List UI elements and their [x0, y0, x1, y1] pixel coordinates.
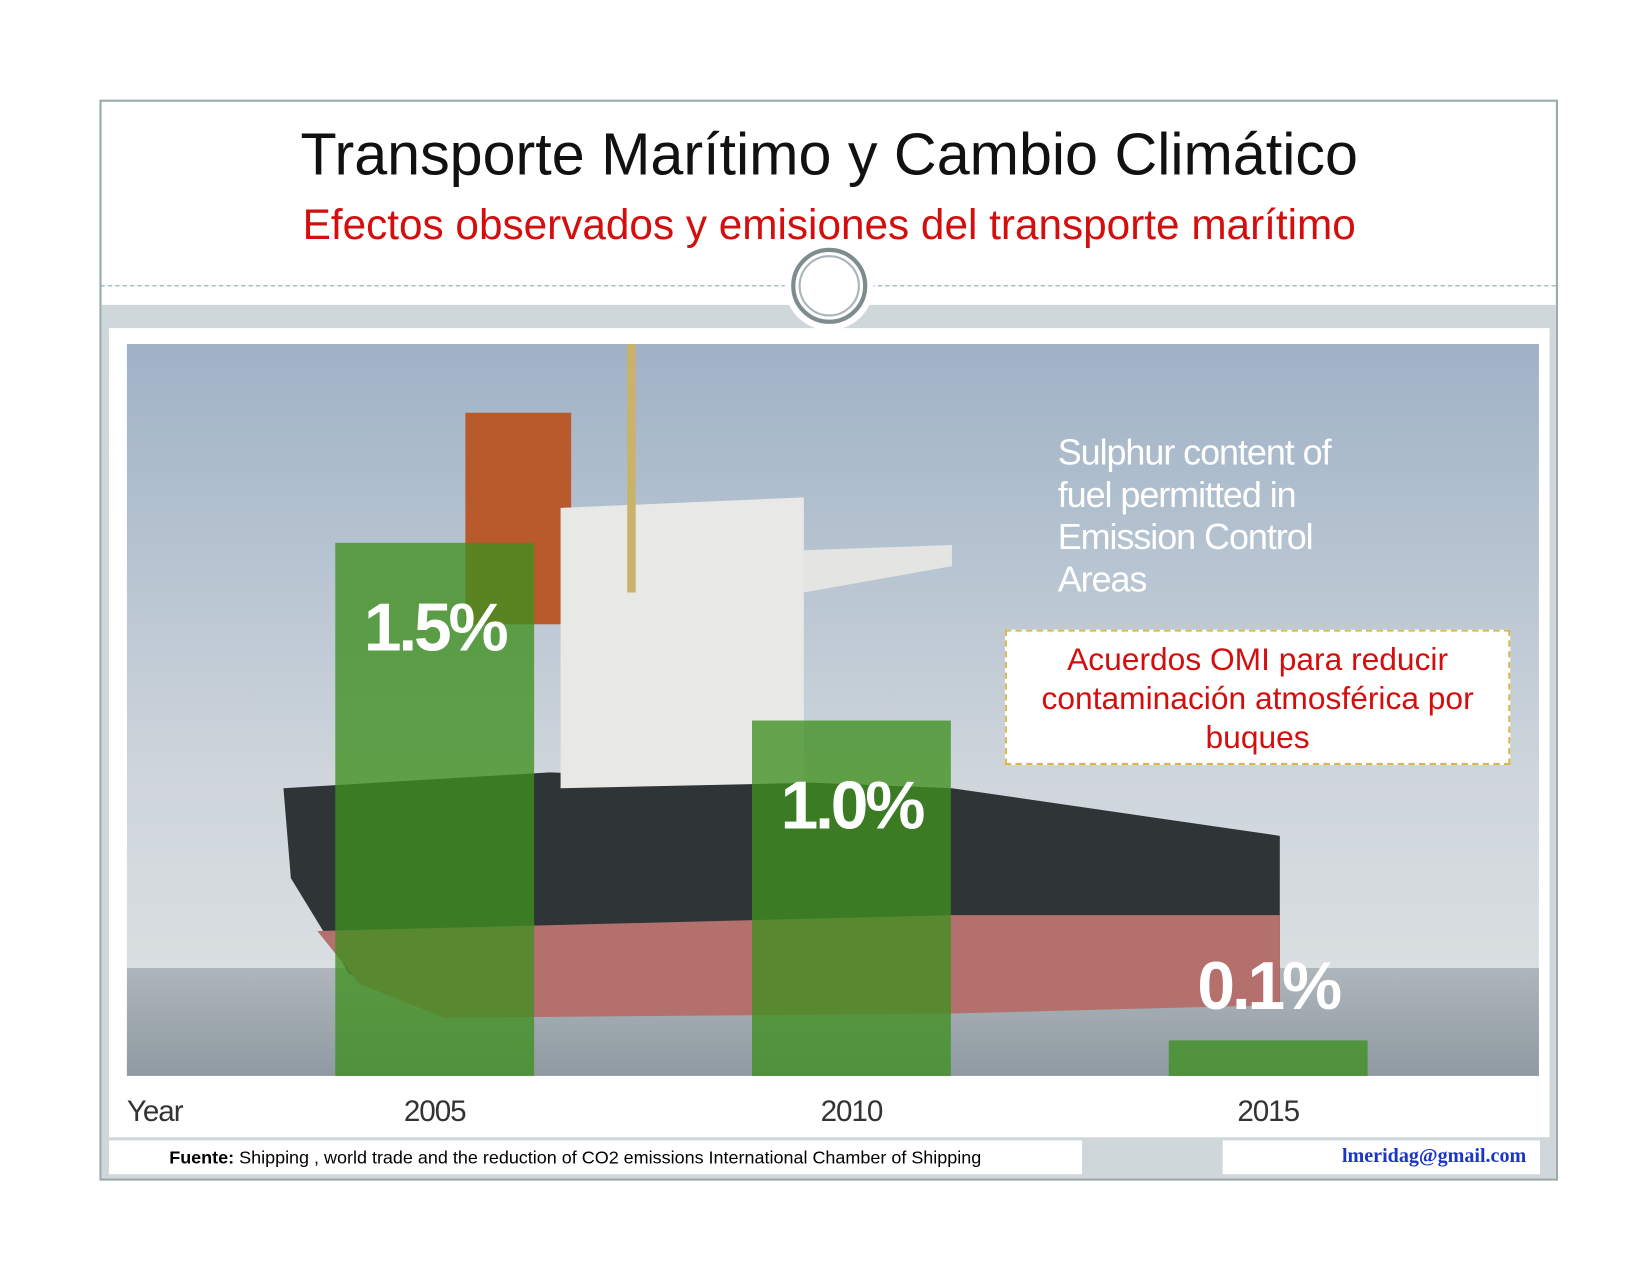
- x-tick-label: 2010: [821, 1095, 883, 1128]
- value-label: 0.1%: [1197, 949, 1341, 1024]
- ship-crane: [803, 544, 952, 593]
- x-tick-label: 2015: [1237, 1095, 1299, 1128]
- value-label: 1.5%: [364, 591, 508, 666]
- email-box: [1222, 1140, 1540, 1175]
- note-box: Acuerdos OMI para reducir contaminación …: [1004, 629, 1511, 765]
- bar: [335, 542, 535, 1076]
- chart: Year 2005 1.5% 2010 1.0% 2015 0.1%: [127, 542, 1368, 1128]
- source-text: Shipping , world trade and the reduction…: [239, 1147, 981, 1167]
- source: Fuente: Shipping , world trade and the r…: [169, 1147, 981, 1167]
- source-box: [108, 1140, 1083, 1175]
- email[interactable]: lmeridag@gmail.com: [1342, 1145, 1527, 1167]
- x-axis-label: Year: [127, 1095, 184, 1128]
- source-label: Fuente:: [169, 1147, 234, 1167]
- x-tick-label: 2005: [404, 1095, 466, 1128]
- slide-title: Transporte Marítimo y Cambio Climático: [301, 121, 1358, 188]
- bar: [1168, 1040, 1368, 1076]
- note: Acuerdos OMI para reducir contaminación …: [1004, 629, 1511, 765]
- ship-bridge: [560, 497, 804, 789]
- divider-knob: [791, 247, 868, 324]
- slide-subtitle: Efectos observados y emisiones del trans…: [303, 201, 1356, 248]
- chart-title: Sulphur content of fuel permitted in Emi…: [1057, 432, 1332, 600]
- bar: [752, 720, 951, 1076]
- chart-title-box: Sulphur content of fuel permitted in Emi…: [1057, 432, 1332, 600]
- divider-knob-inner: [798, 255, 860, 317]
- value-label: 1.0%: [781, 768, 925, 843]
